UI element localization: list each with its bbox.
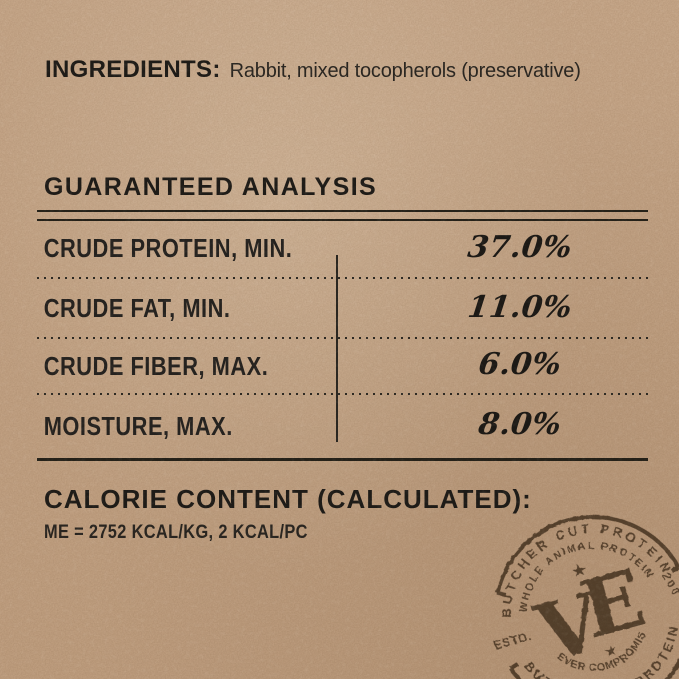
stamp-estd-label: ESTD. [493,631,534,653]
stamp-ring-tick [509,662,519,671]
stamp-year: 200 [659,571,679,599]
